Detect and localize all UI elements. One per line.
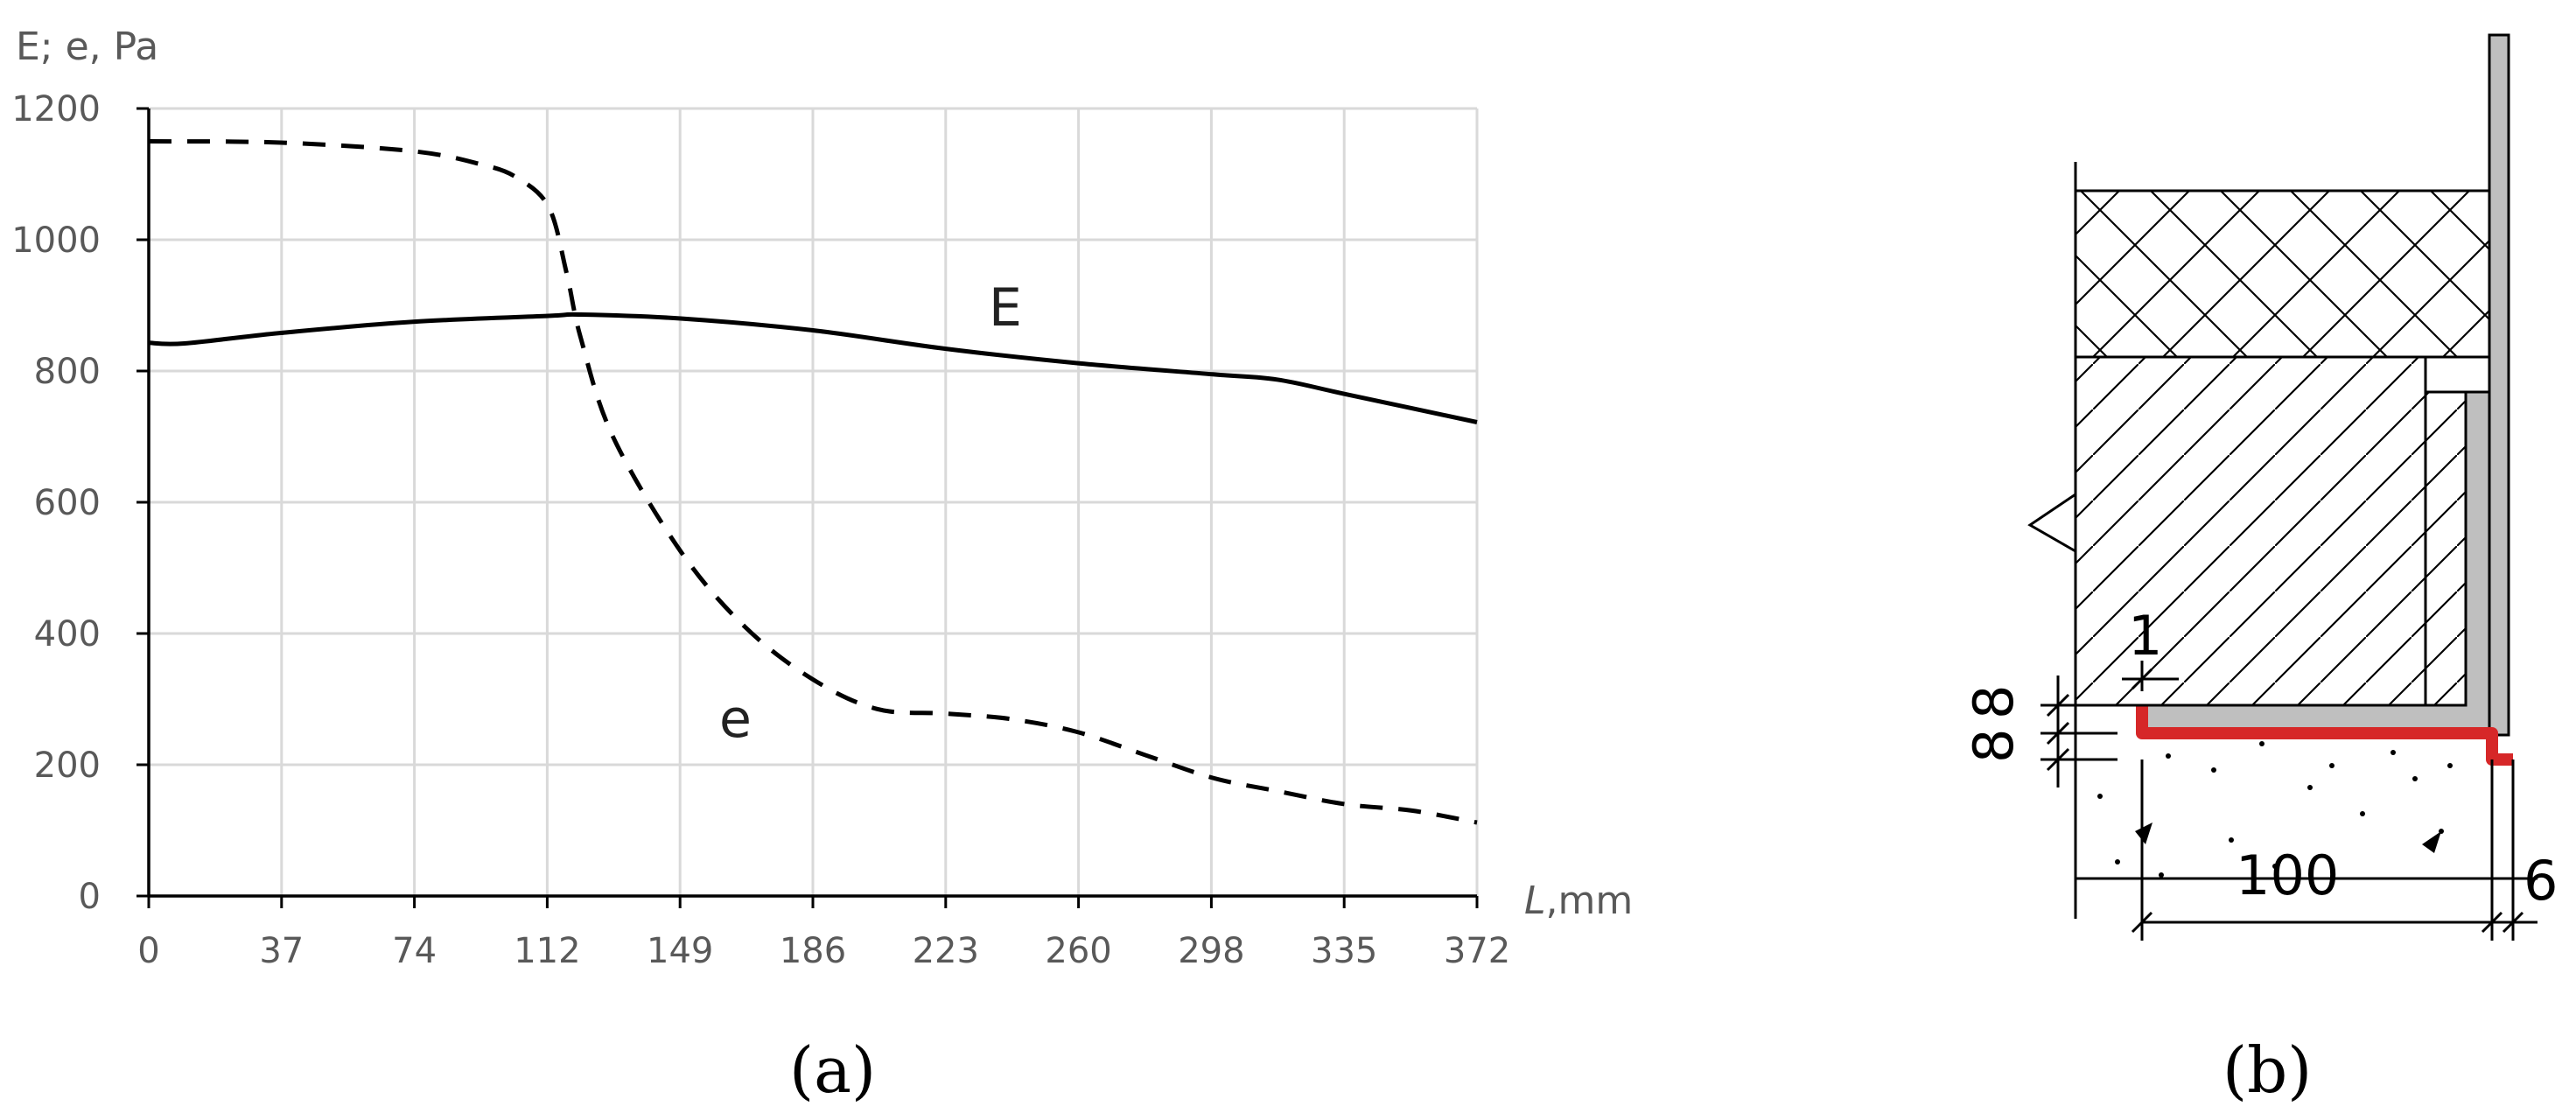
y-tick-label: 1200 [11, 89, 101, 130]
y-tick-label: 600 [34, 483, 101, 523]
dim-label-left-upper: 8 [1962, 685, 2026, 719]
y-tick-label: 1000 [11, 220, 101, 261]
break-line [2027, 162, 2077, 919]
x-axis-title: L,mm [1524, 878, 1633, 923]
hatched-block [2074, 355, 2427, 707]
technical-drawing: 1 8 8 100 6 [1962, 33, 2558, 941]
substrate-speckles [2097, 741, 2453, 878]
x-tick-label: 112 [514, 931, 580, 971]
y-tick-label: 200 [34, 746, 101, 786]
dim-label-right: 6 [2524, 849, 2558, 913]
x-tick-label: 37 [259, 931, 304, 971]
y-tick-label: 800 [34, 352, 101, 392]
series-lines [148, 139, 1478, 825]
x-tick-label: 335 [1311, 931, 1377, 971]
x-tick-label: 223 [913, 931, 979, 971]
caption-a: (a) [789, 1033, 876, 1107]
chart-grid [149, 107, 1479, 896]
x-tick-label: 298 [1178, 931, 1244, 971]
dim-label-left-lower: 8 [1962, 729, 2026, 763]
dimension-lines [2040, 661, 2538, 941]
series-label-e: e [719, 689, 752, 750]
hatched-block-edge [2424, 390, 2468, 707]
chart-axes [136, 107, 1479, 908]
y-tick-label: 0 [79, 877, 101, 917]
x-tick-label: 186 [780, 931, 846, 971]
vertical-plate [2488, 33, 2510, 737]
tick-labels: 0 37 74 112 149 186 223 260 298 335 372 0 200 400 600 8… [11, 89, 1510, 971]
dim-label-top: 1 [2128, 604, 2162, 668]
x-tick-label: 372 [1444, 931, 1510, 971]
series-line-E [148, 312, 1478, 424]
dim-label-bottom: 100 [2236, 844, 2339, 907]
line-chart: 0 37 74 112 149 186 223 260 298 335 372 0 200 400 600 8… [11, 24, 1633, 971]
x-tick-label: 260 [1045, 931, 1111, 971]
insulation-layer [2074, 189, 2493, 359]
series-label-E: E [989, 277, 1022, 339]
caption-b: (b) [2222, 1033, 2312, 1107]
highlight-line [2136, 705, 2513, 766]
y-tick-label: 400 [34, 614, 101, 654]
x-tick-label: 149 [647, 931, 713, 971]
y-axis-title: E; e, Pa [16, 24, 158, 69]
x-tick-label: 74 [392, 931, 437, 971]
series-line-e [148, 139, 1478, 825]
x-tick-label: 0 [137, 931, 159, 971]
